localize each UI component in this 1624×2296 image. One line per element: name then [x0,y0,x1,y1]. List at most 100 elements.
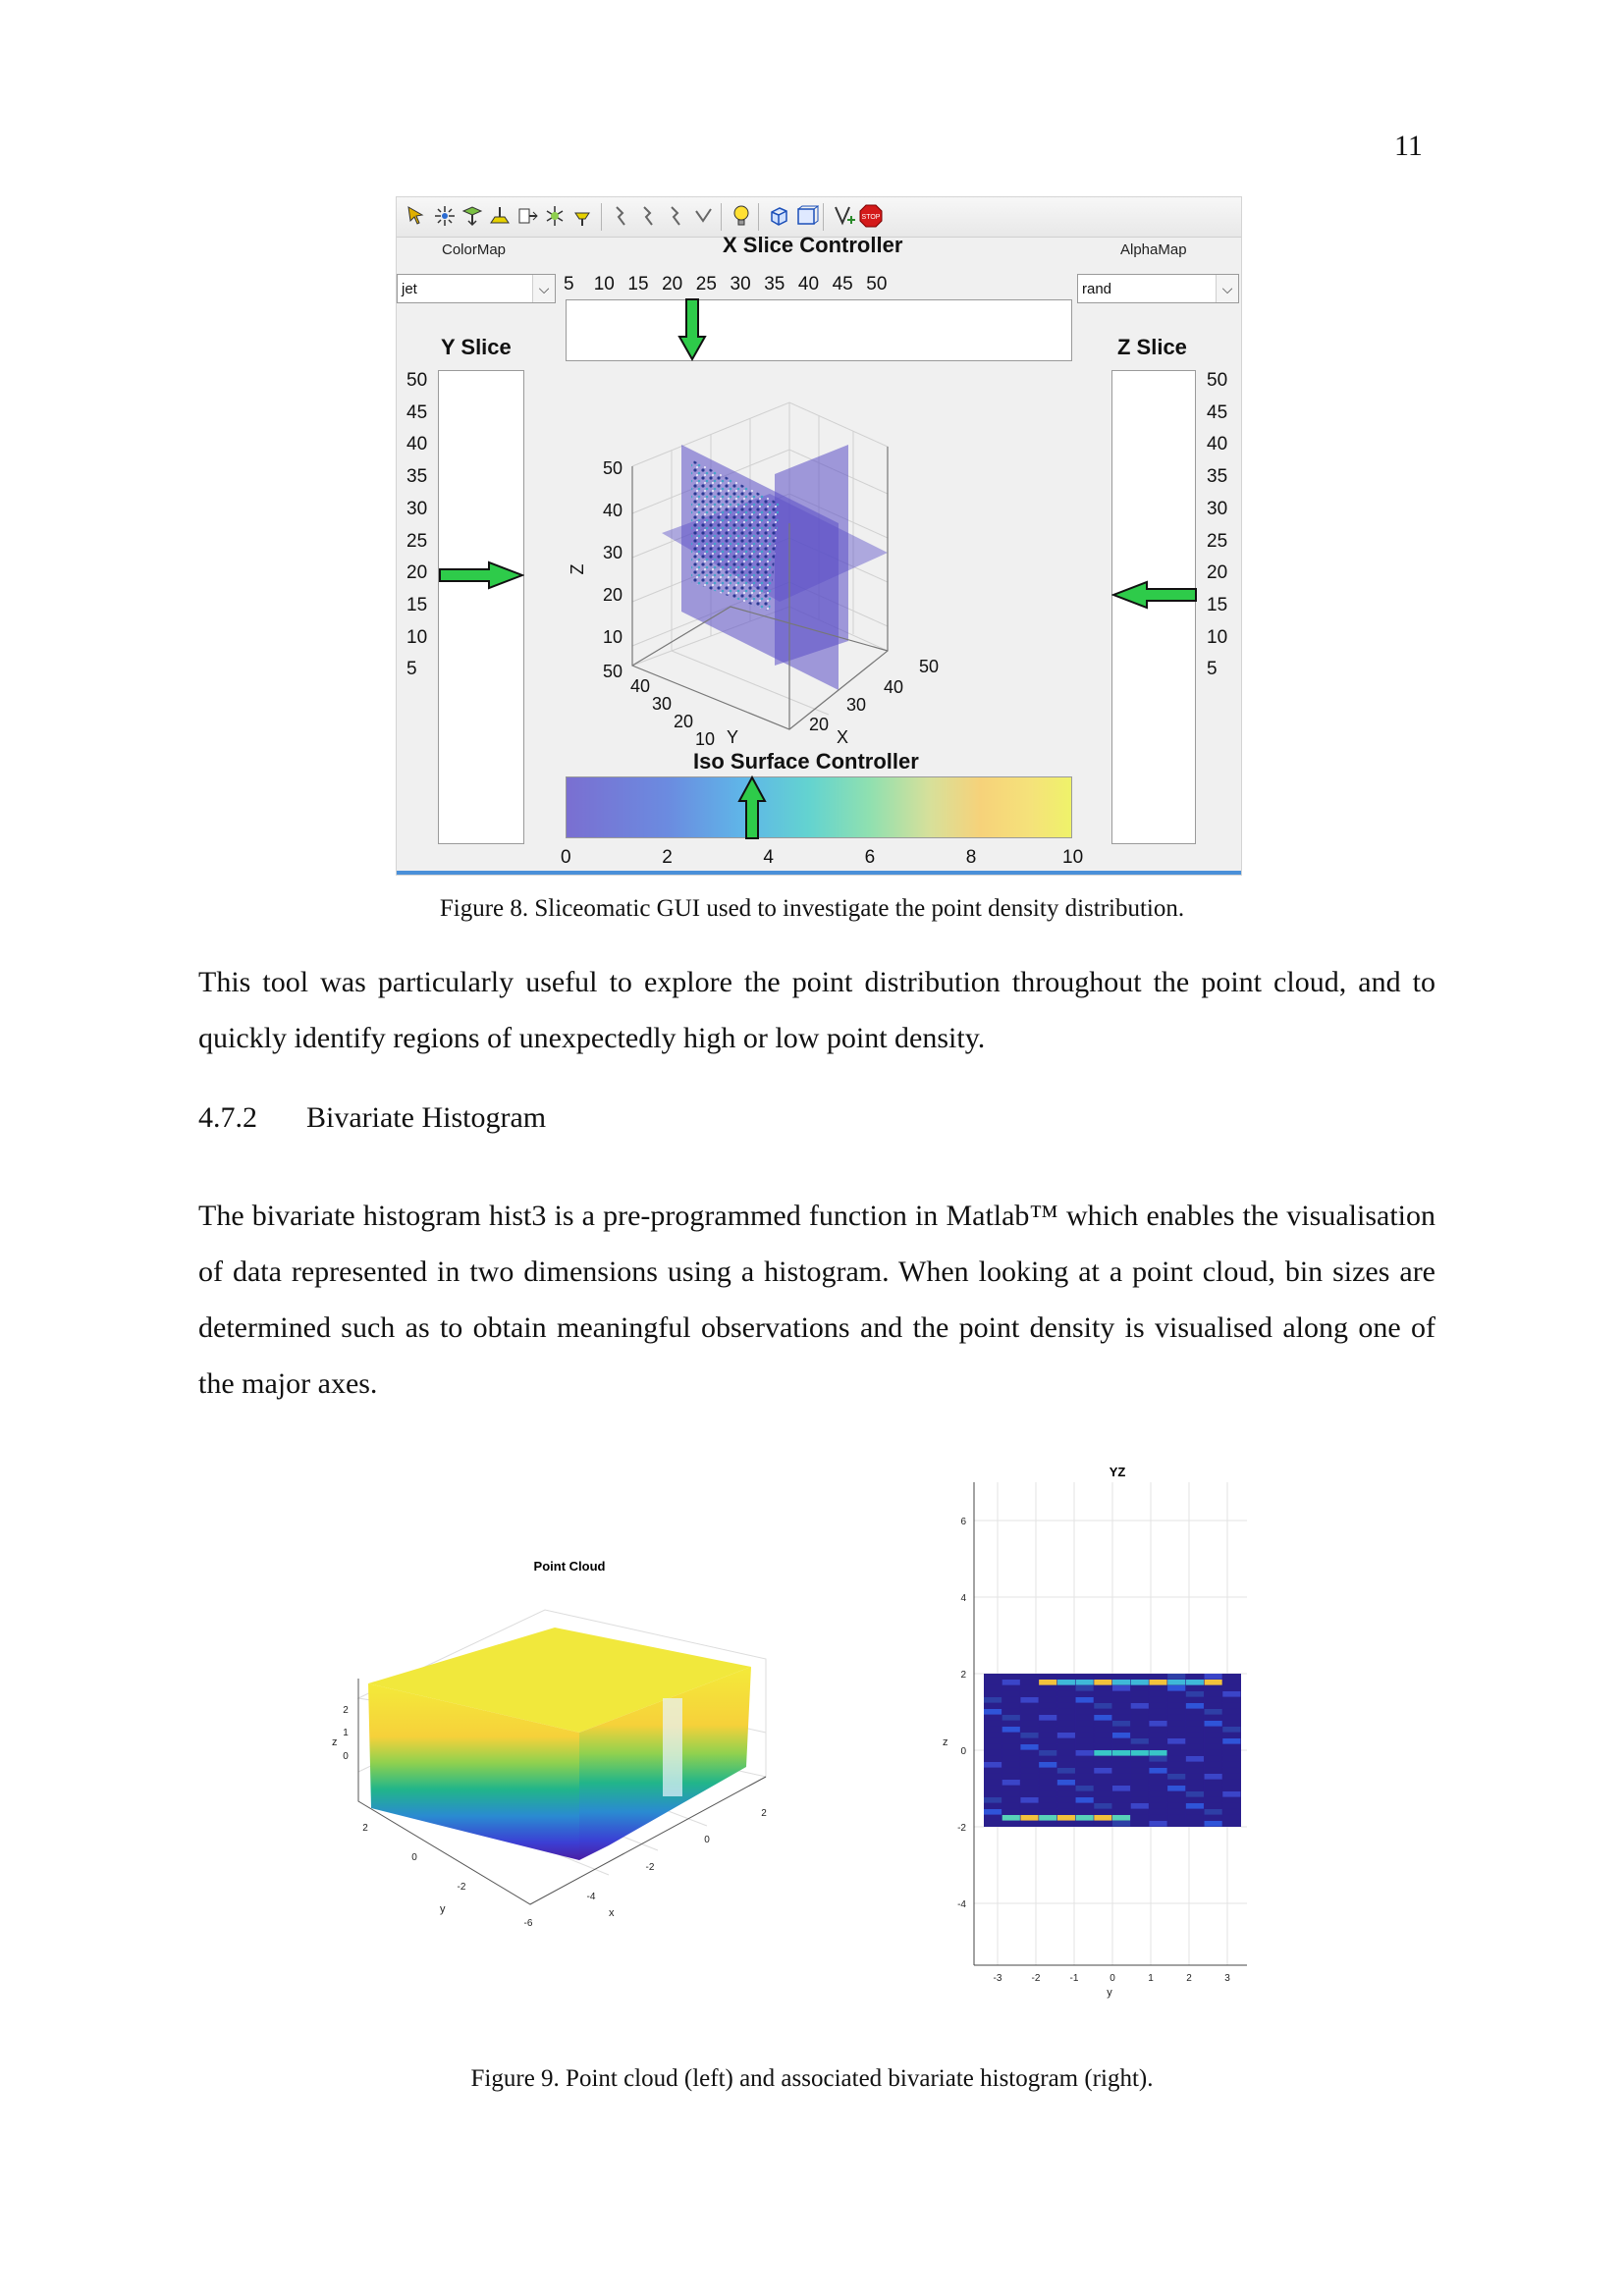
histogram-bin [1167,1774,1186,1780]
histogram-bin [984,1809,1002,1815]
histogram-bin [1149,1815,1167,1821]
histogram-bin [1056,1697,1075,1703]
histogram-bin [1167,1680,1186,1685]
histogram-bin [1056,1768,1075,1774]
histogram-bin [1222,1703,1241,1709]
histogram-bin [1001,1685,1020,1691]
iso-surface-controller[interactable] [566,776,1072,838]
y-slice-controller[interactable] [438,370,524,844]
histogram-bin [1185,1685,1204,1691]
histogram-bin [1112,1680,1131,1685]
page-number: 11 [1394,130,1423,162]
slice-z-icon[interactable] [514,203,540,229]
histogram-bin [1039,1791,1057,1797]
z-tick: 0 [343,1751,349,1762]
histogram-bin [1222,1727,1241,1733]
z-slice-arrow[interactable] [1111,580,1198,610]
cursor-icon[interactable] [405,203,430,229]
histogram-bin [1001,1721,1020,1727]
histogram-bin [984,1780,1002,1786]
histogram-bin [1075,1680,1094,1685]
y-tick: 1 [1148,1973,1154,1984]
histogram-y-label: z [943,1736,948,1748]
colormap-value: jet [402,281,417,297]
histogram-bin [984,1774,1002,1780]
cube-icon[interactable] [766,203,791,229]
y-slice-arrow[interactable] [438,561,524,590]
histogram-bin [1039,1733,1057,1738]
histogram-bin [1001,1762,1020,1768]
histogram-bin [1020,1721,1039,1727]
y-tick: -2 [1032,1973,1041,1984]
arrow-y-icon[interactable] [636,203,662,229]
alphamap-dropdown[interactable]: rand ⌵ [1077,274,1239,303]
histogram-bin [1167,1685,1186,1691]
chevron-down-icon: ⌵ [1216,275,1238,302]
histogram-bin [1167,1715,1186,1721]
slice-x-icon[interactable] [460,203,485,229]
histogram-bin [1075,1774,1094,1780]
x-slice-controller[interactable] [566,299,1072,361]
histogram-title: YZ [1110,1465,1126,1479]
y-slice-tick: 10 [406,626,428,648]
z-tick: 30 [603,543,623,562]
histogram-bin [1204,1791,1222,1797]
stop-icon[interactable]: STOP [858,203,884,229]
x-slice-arrow[interactable] [677,297,707,362]
histogram-bin [1075,1791,1094,1797]
paragraph-1: This tool was particularly useful to exp… [198,966,1435,1054]
histogram-bin [1130,1797,1149,1803]
iso-surface-arrow[interactable] [736,774,768,840]
cloud-gap [663,1698,682,1796]
x-slice-tick: 30 [730,274,751,294]
histogram-bin [1094,1709,1112,1715]
z-tick: 1 [343,1728,349,1738]
histogram-bin [1185,1803,1204,1809]
z-slice-controller[interactable] [1111,370,1196,844]
histogram-bin [1130,1685,1149,1691]
histogram-bin [1056,1691,1075,1697]
histogram-bin [1039,1780,1057,1786]
slice-y-icon[interactable] [487,203,513,229]
histogram-bin [1094,1721,1112,1727]
histogram-bin [1185,1744,1204,1750]
histogram-bin [1167,1703,1186,1709]
sparkle-icon[interactable] [432,203,458,229]
toolbar-separator [823,203,824,231]
histogram-bin [1039,1715,1057,1721]
z-slice-tick: 35 [1207,466,1228,488]
histogram-bin [1167,1821,1186,1827]
histogram-bin [1112,1715,1131,1721]
histogram-bin [1149,1744,1167,1750]
colormap-dropdown[interactable]: jet ⌵ [397,274,556,303]
iso-cap-icon[interactable] [569,203,595,229]
point-cloud-axes [357,1679,767,1905]
histogram-bin [1130,1774,1149,1780]
histogram-bin [1204,1744,1222,1750]
histogram-bin [984,1821,1002,1827]
histogram-bin [1222,1744,1241,1750]
histogram-bin [1001,1791,1020,1797]
light-bulb-icon[interactable] [729,203,754,229]
arrow-x-icon[interactable] [609,203,634,229]
x-slice-tick: 50 [866,274,888,294]
histogram-bin [984,1721,1002,1727]
box-icon[interactable] [793,203,819,229]
histogram-bin [1112,1803,1131,1809]
histogram-bin [1204,1786,1222,1791]
arrow-check-icon[interactable] [691,203,717,229]
histogram-bin [1020,1703,1039,1709]
histogram-bin [1185,1809,1204,1815]
iso-icon[interactable] [542,203,568,229]
arrow-z-icon[interactable] [664,203,689,229]
histogram-bin [1056,1803,1075,1809]
histogram-bin [984,1803,1002,1809]
y-slice-tick: 20 [406,562,428,584]
insert-icon[interactable] [831,203,856,229]
histogram-bin [1056,1721,1075,1727]
histogram-bin [1075,1685,1094,1691]
histogram-bin [1185,1674,1204,1680]
histogram-bin [1094,1697,1112,1703]
histogram-bin [1167,1809,1186,1815]
